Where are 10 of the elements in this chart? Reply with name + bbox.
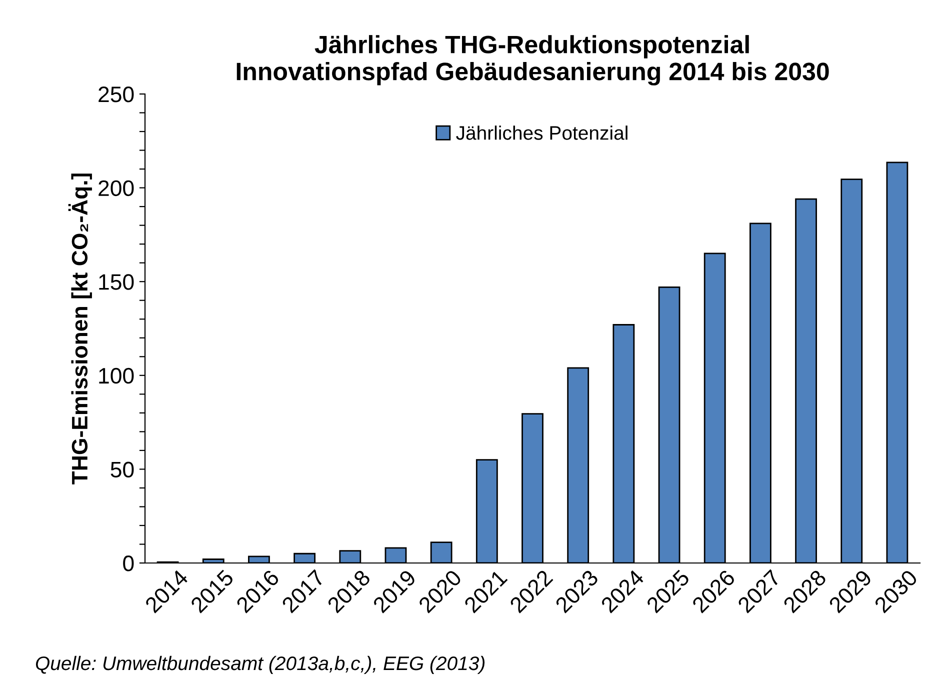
y-tick-label: 50 [110,462,134,478]
legend-label: Jährliches Potenzial [456,126,628,140]
source-note: Quelle: Umweltbundesamt (2013a,b,c,), EEG (2013) [36,656,485,674]
y-tick-label: 200 [98,180,134,196]
y-axis-title: THG-Emissionen [kt CO₂-Äq.] [68,174,92,484]
y-tick-label: 150 [99,274,134,290]
y-tick-label: 0 [123,556,134,572]
y-tick-label: 250 [98,86,134,102]
chart-title: Jährliches THG-Reduktionspotenzial Innovationspfad Gebäudesanierung 2014 bis 2030 [236,35,829,86]
y-tick-label: 100 [99,368,134,384]
